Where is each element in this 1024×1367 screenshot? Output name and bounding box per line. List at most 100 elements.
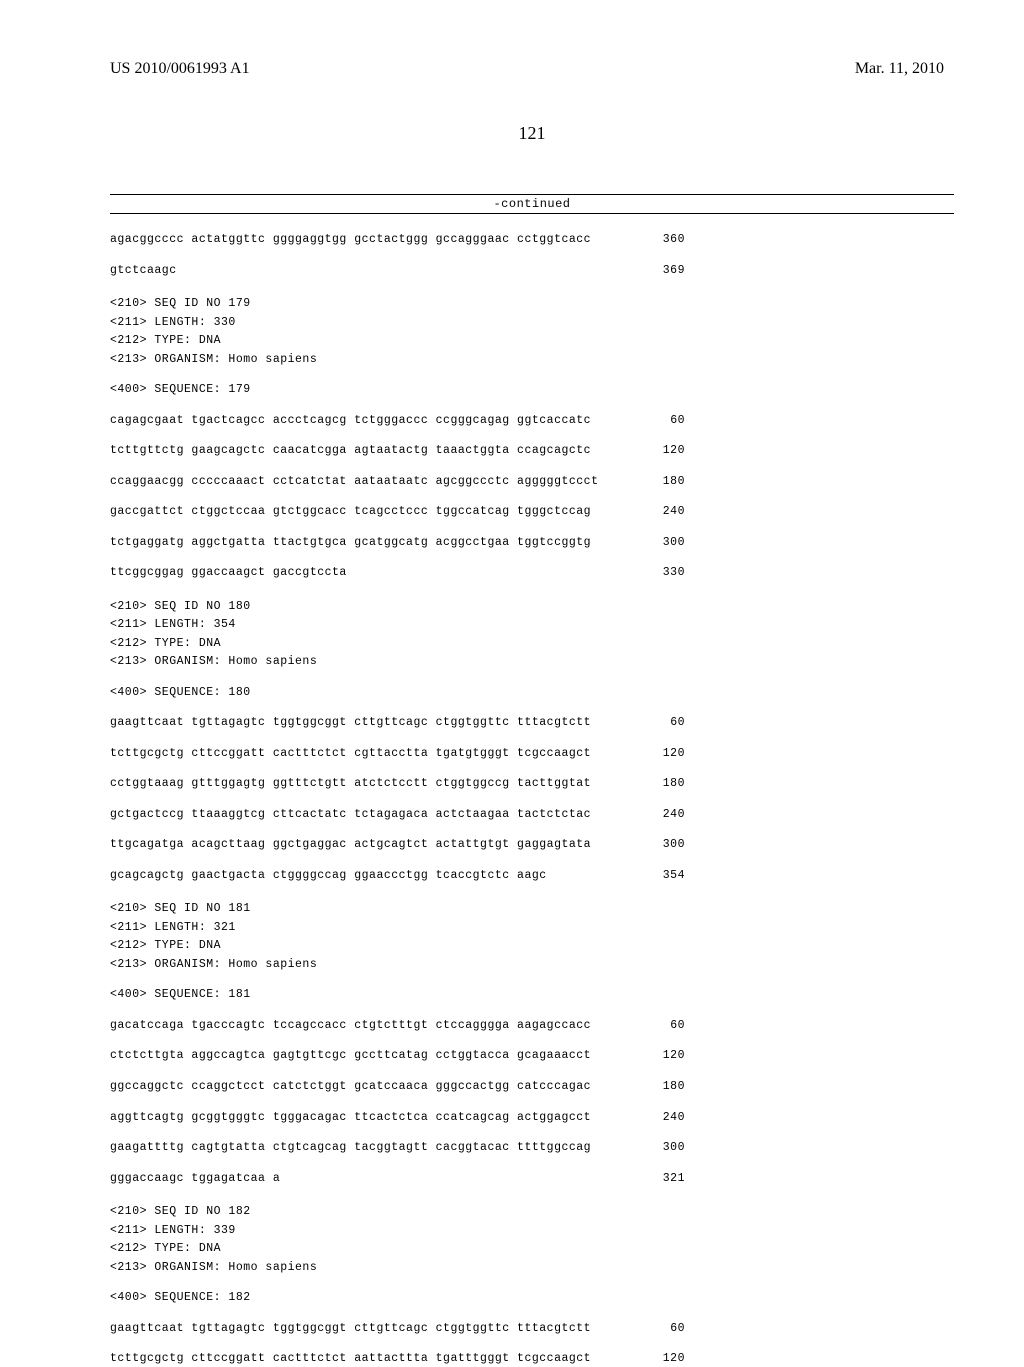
seq-num: 354 <box>663 868 690 884</box>
seq-num: 120 <box>663 443 690 459</box>
seq-text: tcttgttctg gaagcagctc caacatcgga agtaata… <box>110 443 591 459</box>
seq-text: ttcggcggag ggaccaagct gaccgtccta <box>110 565 347 581</box>
sequence-line: tcttgttctg gaagcagctc caacatcgga agtaata… <box>110 443 690 459</box>
seq-num: 120 <box>663 1048 690 1064</box>
seq-text: gctgactccg ttaaaggtcg cttcactatc tctagag… <box>110 807 591 823</box>
seq-text: tctgaggatg aggctgatta ttactgtgca gcatggc… <box>110 535 591 551</box>
seq-text: gtctcaagc <box>110 263 177 279</box>
sequence-line: aggttcagtg gcggtgggtc tgggacagac ttcactc… <box>110 1110 690 1126</box>
seq-num: 321 <box>663 1171 690 1187</box>
sequence-line: gaagttcaat tgttagagtc tggtggcggt cttgttc… <box>110 1321 690 1337</box>
seq-label-text: <400> SEQUENCE: 180 <box>110 685 251 701</box>
sequence-line: gtctcaagc 369 <box>110 263 690 279</box>
seq-type: <212> TYPE: DNA <box>110 636 954 652</box>
seq-text: ccaggaacgg cccccaaact cctcatctat aataata… <box>110 474 598 490</box>
seq-num: 120 <box>663 1351 690 1367</box>
seq-header-181: <210> SEQ ID NO 181 <211> LENGTH: 321 <2… <box>110 901 954 972</box>
seq-text: aggttcagtg gcggtgggtc tgggacagac ttcactc… <box>110 1110 591 1126</box>
seq-text: gaagttcaat tgttagagtc tggtggcggt cttgttc… <box>110 715 591 731</box>
seq-num: 180 <box>663 776 690 792</box>
sequence-line: gaagttcaat tgttagagtc tggtggcggt cttgttc… <box>110 715 690 731</box>
seq-type: <212> TYPE: DNA <box>110 333 954 349</box>
seq-id: <210> SEQ ID NO 182 <box>110 1204 954 1220</box>
seq-text: gacatccaga tgacccagtc tccagccacc ctgtctt… <box>110 1018 591 1034</box>
seq-organism: <213> ORGANISM: Homo sapiens <box>110 957 954 973</box>
sequence-line: cctggtaaag gtttggagtg ggtttctgtt atctctc… <box>110 776 690 792</box>
sequence-line: gcagcagctg gaactgacta ctggggccag ggaaccc… <box>110 868 690 884</box>
seq-label: <400> SEQUENCE: 179 <box>110 382 690 398</box>
sequence-line: gacatccaga tgacccagtc tccagccacc ctgtctt… <box>110 1018 690 1034</box>
seq-header-180: <210> SEQ ID NO 180 <211> LENGTH: 354 <2… <box>110 599 954 670</box>
sequence-line: tcttgcgctg cttccggatt cactttctct cgttacc… <box>110 746 690 762</box>
seq-text: tcttgcgctg cttccggatt cactttctct aattact… <box>110 1351 591 1367</box>
sequence-line: gctgactccg ttaaaggtcg cttcactatc tctagag… <box>110 807 690 823</box>
sequence-line: ggccaggctc ccaggctcct catctctggt gcatcca… <box>110 1079 690 1095</box>
seq-num: 300 <box>663 535 690 551</box>
sequence-line: ctctcttgta aggccagtca gagtgttcgc gccttca… <box>110 1048 690 1064</box>
seq-label-text: <400> SEQUENCE: 182 <box>110 1290 251 1306</box>
seq-length: <211> LENGTH: 354 <box>110 617 954 633</box>
seq-label: <400> SEQUENCE: 180 <box>110 685 690 701</box>
seq-num: 180 <box>663 1079 690 1095</box>
seq-label: <400> SEQUENCE: 182 <box>110 1290 690 1306</box>
seq-id: <210> SEQ ID NO 179 <box>110 296 954 312</box>
sequence-line: gaagattttg cagtgtatta ctgtcagcag tacggta… <box>110 1140 690 1156</box>
divider-bottom <box>110 213 954 214</box>
seq-num: 180 <box>663 474 690 490</box>
seq-length: <211> LENGTH: 339 <box>110 1223 954 1239</box>
seq-header-179: <210> SEQ ID NO 179 <211> LENGTH: 330 <2… <box>110 296 954 367</box>
sequence-line: cagagcgaat tgactcagcc accctcagcg tctggga… <box>110 413 690 429</box>
publication-number: US 2010/0061993 A1 <box>110 60 250 78</box>
seq-id: <210> SEQ ID NO 181 <box>110 901 954 917</box>
seq-text: agacggcccc actatggttc ggggaggtgg gcctact… <box>110 232 591 248</box>
sequence-line: gaccgattct ctggctccaa gtctggcacc tcagcct… <box>110 504 690 520</box>
seq-label: <400> SEQUENCE: 181 <box>110 987 690 1003</box>
seq-id: <210> SEQ ID NO 180 <box>110 599 954 615</box>
seq-num: 369 <box>663 263 690 279</box>
publication-date: Mar. 11, 2010 <box>855 60 944 78</box>
seq-num: 300 <box>663 1140 690 1156</box>
sequence-line: tctgaggatg aggctgatta ttactgtgca gcatggc… <box>110 535 690 551</box>
seq-num: 300 <box>663 837 690 853</box>
divider-top <box>110 194 954 195</box>
sequence-line: ttgcagatga acagcttaag ggctgaggac actgcag… <box>110 837 690 853</box>
seq-organism: <213> ORGANISM: Homo sapiens <box>110 1260 954 1276</box>
seq-text: tcttgcgctg cttccggatt cactttctct cgttacc… <box>110 746 591 762</box>
seq-num: 60 <box>670 413 690 429</box>
seq-num: 240 <box>663 1110 690 1126</box>
seq-label-text: <400> SEQUENCE: 181 <box>110 987 251 1003</box>
seq-text: ggccaggctc ccaggctcct catctctggt gcatcca… <box>110 1079 591 1095</box>
seq-num: 60 <box>670 1018 690 1034</box>
seq-text: gggaccaagc tggagatcaa a <box>110 1171 280 1187</box>
seq-header-182: <210> SEQ ID NO 182 <211> LENGTH: 339 <2… <box>110 1204 954 1275</box>
seq-text: ctctcttgta aggccagtca gagtgttcgc gccttca… <box>110 1048 591 1064</box>
continued-section: -continued <box>110 194 954 214</box>
seq-text: gaagattttg cagtgtatta ctgtcagcag tacggta… <box>110 1140 591 1156</box>
seq-length: <211> LENGTH: 321 <box>110 920 954 936</box>
seq-text: cctggtaaag gtttggagtg ggtttctgtt atctctc… <box>110 776 591 792</box>
page-number: 121 <box>110 123 954 144</box>
sequence-line: gggaccaagc tggagatcaa a 321 <box>110 1171 690 1187</box>
sequence-line: tcttgcgctg cttccggatt cactttctct aattact… <box>110 1351 690 1367</box>
seq-num: 360 <box>663 232 690 248</box>
seq-type: <212> TYPE: DNA <box>110 938 954 954</box>
seq-text: ttgcagatga acagcttaag ggctgaggac actgcag… <box>110 837 591 853</box>
seq-text: gcagcagctg gaactgacta ctggggccag ggaaccc… <box>110 868 547 884</box>
seq-num: 240 <box>663 504 690 520</box>
seq-num: 330 <box>663 565 690 581</box>
seq-text: gaccgattct ctggctccaa gtctggcacc tcagcct… <box>110 504 591 520</box>
seq-type: <212> TYPE: DNA <box>110 1241 954 1257</box>
seq-num: 120 <box>663 746 690 762</box>
seq-organism: <213> ORGANISM: Homo sapiens <box>110 352 954 368</box>
continued-label: -continued <box>110 197 954 211</box>
seq-num: 60 <box>670 715 690 731</box>
seq-num: 60 <box>670 1321 690 1337</box>
sequence-line: ccaggaacgg cccccaaact cctcatctat aataata… <box>110 474 690 490</box>
seq-text: cagagcgaat tgactcagcc accctcagcg tctggga… <box>110 413 591 429</box>
sequence-line: ttcggcggag ggaccaagct gaccgtccta 330 <box>110 565 690 581</box>
seq-label-text: <400> SEQUENCE: 179 <box>110 382 251 398</box>
seq-num: 240 <box>663 807 690 823</box>
seq-text: gaagttcaat tgttagagtc tggtggcggt cttgttc… <box>110 1321 591 1337</box>
seq-length: <211> LENGTH: 330 <box>110 315 954 331</box>
page-header: US 2010/0061993 A1 Mar. 11, 2010 <box>110 60 954 78</box>
